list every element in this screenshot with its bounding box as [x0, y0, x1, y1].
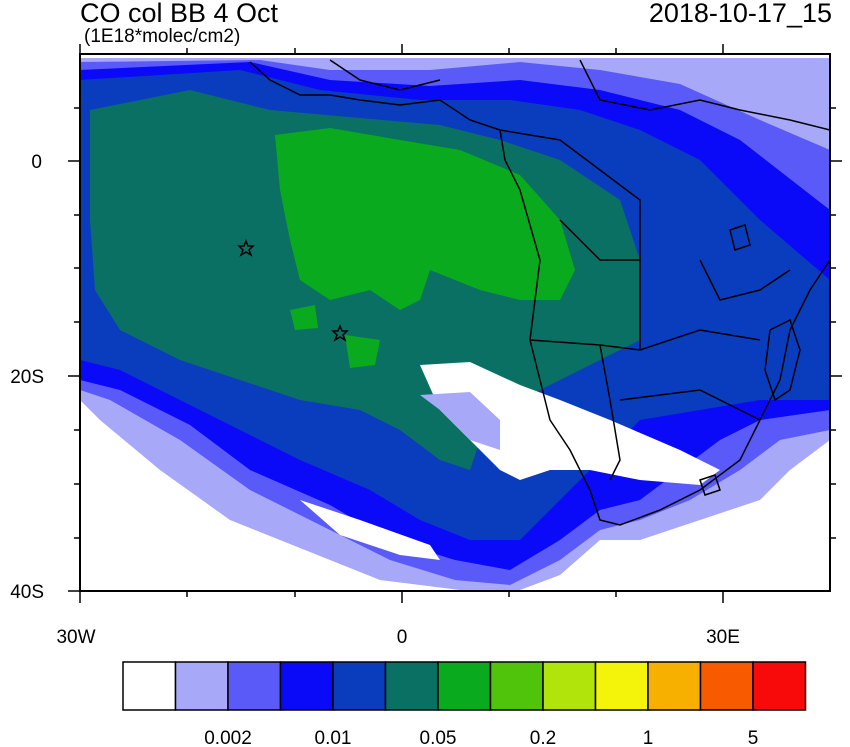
colorbar-swatch [384, 661, 439, 711]
co-band-green-patch-2 [290, 305, 318, 330]
lat-tick-label: 0 [31, 152, 42, 173]
units-label: (1E18*molec/cm2) [84, 26, 241, 47]
colorbar-label: 0.01 [315, 728, 352, 747]
border-4 [599, 344, 621, 481]
axis-ticks [68, 44, 842, 603]
star-marker [331, 323, 349, 342]
timestamp-label: 2018-10-17_15 [648, 0, 832, 28]
lon-tick-label: 0 [397, 627, 408, 648]
co-band-green [275, 128, 575, 310]
lon-tick-label: 30W [56, 627, 95, 648]
border-1 [499, 129, 641, 261]
clean-air-plume [420, 362, 720, 485]
colorbar-swatch [752, 661, 807, 711]
star-marker [237, 238, 255, 257]
madagascar [764, 318, 801, 402]
map-plot [80, 54, 830, 591]
southern-clean-band [300, 500, 440, 560]
colorbar-swatch [542, 661, 597, 711]
colorbar-swatch [437, 661, 492, 711]
lon-tick-label: 30E [706, 627, 740, 648]
colorbar-label: 0.2 [530, 728, 556, 747]
border-6 [699, 259, 791, 301]
coastlines [249, 59, 830, 526]
colorbar-label: 0.05 [420, 728, 457, 747]
colorbar-swatch [647, 661, 702, 711]
colorbar-swatch [332, 661, 387, 711]
colorbar-label: 5 [748, 728, 759, 747]
colorbar-swatch [174, 661, 229, 711]
map-title: CO col BB 4 Oct [80, 0, 279, 28]
colorbar-swatch [227, 661, 282, 711]
clean-air-plume-edge [420, 392, 500, 450]
colorbar-swatch [594, 661, 649, 711]
border-7 [579, 59, 830, 131]
co-field [80, 58, 830, 590]
lake-victoria [729, 224, 751, 251]
colorbar-swatch [122, 661, 177, 711]
border-5 [619, 389, 761, 421]
colorbar: 0.002 0.01 0.05 0.2 1 5 [122, 661, 807, 747]
colorbar-label: 0.002 [204, 728, 252, 747]
border-8 [329, 59, 441, 91]
lesotho [699, 474, 721, 496]
colorbar-swatch [279, 661, 334, 711]
markers [237, 238, 349, 342]
co-band-green-patch [345, 335, 380, 368]
lat-tick-label: 40S [10, 582, 44, 603]
colorbar-label: 1 [643, 728, 654, 747]
colorbar-swatch [699, 661, 754, 711]
colorbar-swatch [489, 661, 544, 711]
lat-tick-label: 20S [10, 367, 44, 388]
